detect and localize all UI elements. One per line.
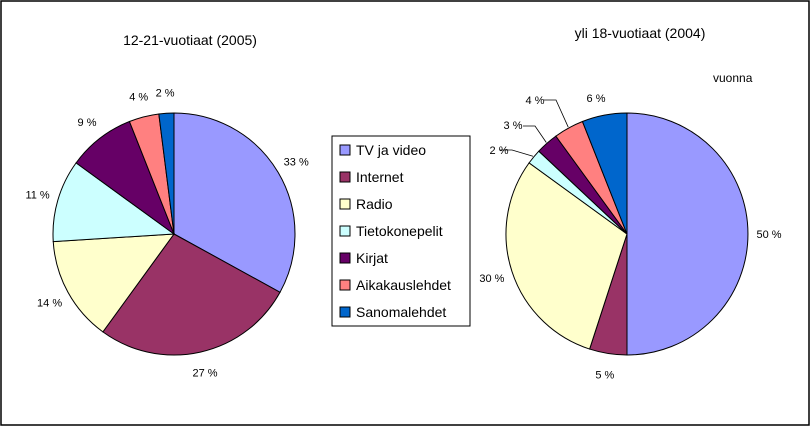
legend-label-tietokonepelit: Tietokonepelit — [356, 223, 443, 239]
left-data-label: 2 % — [156, 87, 175, 99]
legend-swatch-radio — [339, 198, 351, 210]
legend-label-tv-ja-video: TV ja video — [356, 142, 426, 158]
left-data-label: 4 % — [129, 92, 148, 104]
left-slice-tietokonepelit — [52, 162, 176, 243]
right-data-label: 3 % — [504, 120, 523, 132]
right-leader-line — [523, 125, 547, 143]
right-data-label: 2 % — [490, 145, 509, 157]
right-slice-sanomalehdet — [581, 112, 628, 235]
legend-label-aikakauslehdet: Aikakauslehdet — [356, 277, 451, 293]
left-slice-tv-ja-video — [173, 112, 296, 293]
left-slice-internet — [102, 233, 281, 356]
legend-swatch-tietokonepelit — [339, 225, 351, 237]
legend-swatch-internet — [339, 171, 351, 183]
left-slice-radio — [52, 233, 176, 333]
right-data-label: 4 % — [526, 95, 545, 107]
left-data-label: 33 % — [284, 157, 309, 169]
right-data-label: 50 % — [756, 229, 781, 241]
legend-label-kirjat: Kirjat — [356, 250, 388, 266]
right-slice-radio — [505, 162, 628, 350]
legend: TV ja video Internet Radio Tietokonepelit Ki… — [331, 135, 471, 327]
legend-label-sanomalehdet: Sanomalehdet — [356, 304, 446, 320]
legend-label-radio: Radio — [356, 196, 393, 212]
right-chart-title: yli 18-vuotiaat (2004) — [575, 25, 706, 41]
left-chart-title: 12-21-vuotiaat (2005) — [123, 32, 257, 48]
left-data-label: 9 % — [78, 117, 97, 129]
left-slice-sanomalehdet — [158, 112, 175, 235]
right-pie: 50 % 5 % 30 % 2 % 3 % 4 % 6 % — [479, 93, 781, 381]
legend-swatch-kirjat — [339, 252, 351, 264]
legend-swatch-sanomalehdet — [339, 306, 351, 318]
right-leader-line — [544, 99, 569, 128]
right-leader-line — [500, 149, 534, 157]
legend-label-internet: Internet — [356, 169, 404, 185]
left-data-label: 27 % — [192, 368, 217, 380]
right-data-label: 5 % — [595, 369, 614, 381]
right-slice-tv-ja-video — [626, 112, 749, 356]
left-pie: 33 % 27 % 14 % 11 % 9 % 4 % 2 % — [25, 87, 308, 379]
left-data-label: 14 % — [37, 297, 62, 309]
right-chart-subtitle: vuonna — [713, 71, 753, 85]
right-data-label: 30 % — [479, 273, 504, 285]
legend-box — [331, 135, 471, 327]
legend-swatch-tv-ja-video — [339, 144, 351, 156]
right-data-label: 6 % — [587, 93, 606, 105]
left-data-label: 11 % — [25, 189, 49, 201]
legend-swatch-aikakauslehdet — [339, 279, 351, 291]
